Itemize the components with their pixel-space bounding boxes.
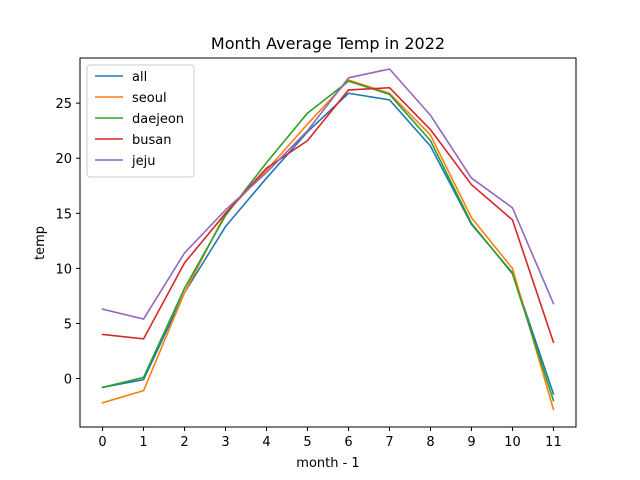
series-line-jeju bbox=[101, 68, 555, 320]
y-axis-label: temp bbox=[33, 226, 48, 260]
y-tick-label: 20 bbox=[55, 152, 72, 167]
chart-title: Month Average Temp in 2022 bbox=[211, 34, 445, 53]
y-tick-label: 10 bbox=[55, 262, 72, 277]
x-tick-label: 4 bbox=[262, 435, 270, 450]
x-tick-label: 6 bbox=[344, 435, 352, 450]
plot-frame bbox=[79, 57, 577, 428]
x-tick-label: 0 bbox=[98, 435, 106, 450]
x-tick-label: 3 bbox=[221, 435, 229, 450]
legend-label-jeju: jeju bbox=[131, 154, 155, 169]
series-line-busan bbox=[101, 86, 555, 344]
y-tick-label: 25 bbox=[55, 97, 72, 112]
series-line-daejeon bbox=[101, 80, 555, 402]
x-tick-label: 10 bbox=[504, 435, 521, 450]
legend-label-daejeon: daejeon bbox=[132, 112, 184, 127]
y-axis: 0 5 10 15 20 25 bbox=[55, 97, 80, 388]
y-tick-label: 15 bbox=[55, 207, 72, 222]
x-axis-label: month - 1 bbox=[296, 456, 359, 471]
legend-label-busan: busan bbox=[132, 133, 171, 148]
x-axis: 0 1 2 3 4 5 6 7 8 9 10 11 bbox=[98, 427, 562, 450]
y-tick-label: 5 bbox=[64, 317, 72, 332]
legend-label-seoul: seoul bbox=[132, 91, 167, 106]
x-tick-label: 8 bbox=[426, 435, 434, 450]
x-tick-label: 5 bbox=[303, 435, 311, 450]
legend-label-all: all bbox=[132, 70, 147, 85]
y-tick-label: 0 bbox=[64, 373, 72, 388]
legend-box bbox=[86, 64, 195, 178]
x-tick-label: 9 bbox=[467, 435, 475, 450]
x-tick-label: 11 bbox=[545, 435, 562, 450]
x-tick-label: 7 bbox=[385, 435, 393, 450]
plot-lines bbox=[101, 68, 555, 411]
legend: all seoul daejeon busan jeju bbox=[86, 64, 195, 178]
x-tick-label: 2 bbox=[180, 435, 188, 450]
x-tick-label: 1 bbox=[139, 435, 147, 450]
series-line-seoul bbox=[101, 79, 555, 411]
